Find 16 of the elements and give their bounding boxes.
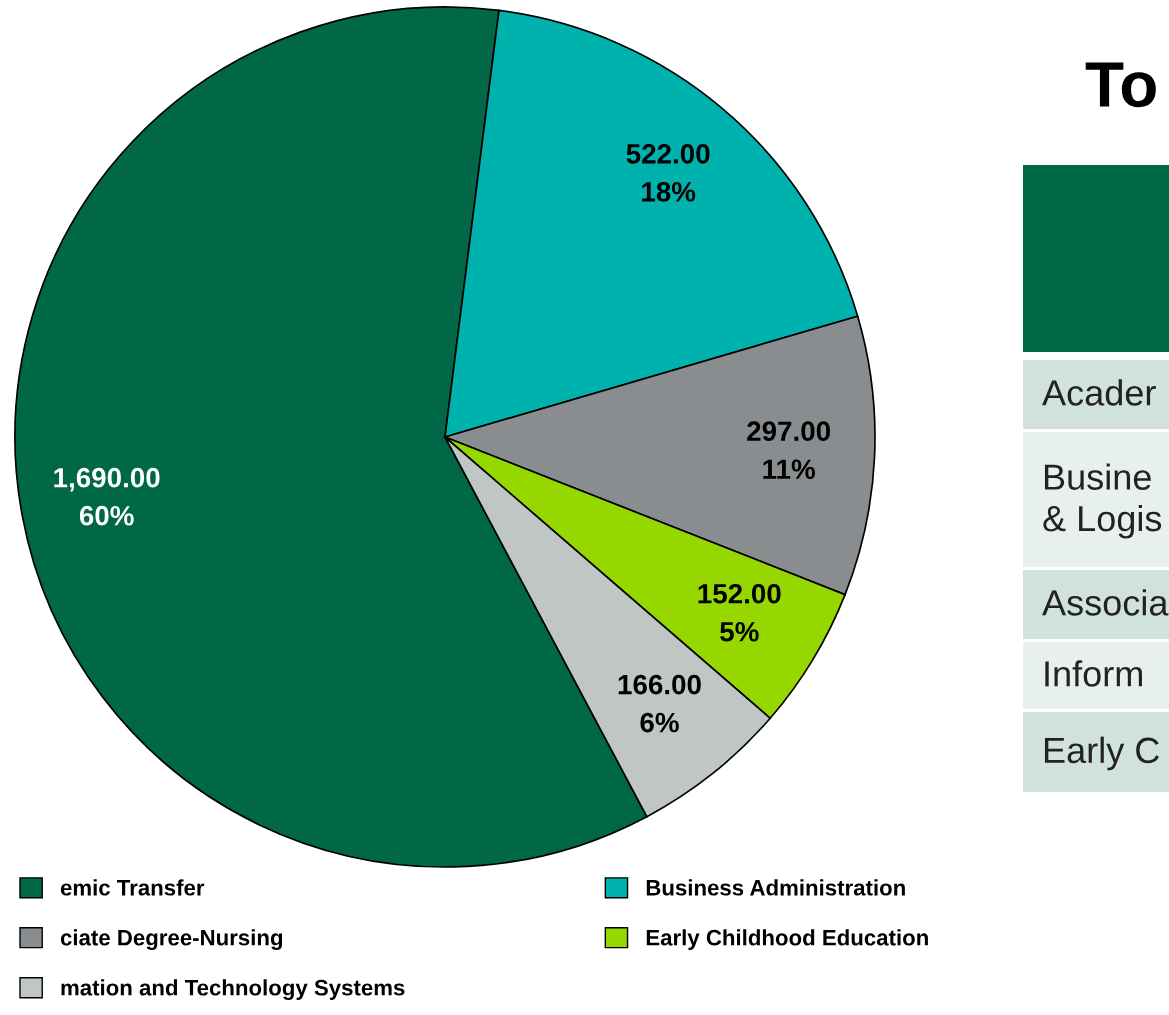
data-label: 1,690.00 60% [54,467,160,526]
legend-label: ciate Degree-Nursing [60,929,283,951]
text: Early C [1044,736,1160,771]
data-label: 166.00 6% [618,674,701,733]
legend-label: Early Childhood Education [646,929,928,950]
text: Inform [1045,660,1142,687]
text: To [1085,62,1156,108]
legend-label: mation and Technology Systems [61,979,405,1001]
text: Associa [1042,589,1169,616]
legend-label: emic Transfer [60,879,205,896]
data-label: 297.00 11% [747,421,830,479]
text: Busine & Logis [1043,463,1162,539]
data-label: 152.00 5% [698,583,781,642]
legend-label: Business Administration [646,879,905,896]
data-label: 522.00 18% [626,144,710,202]
text: Acader [1042,379,1156,406]
